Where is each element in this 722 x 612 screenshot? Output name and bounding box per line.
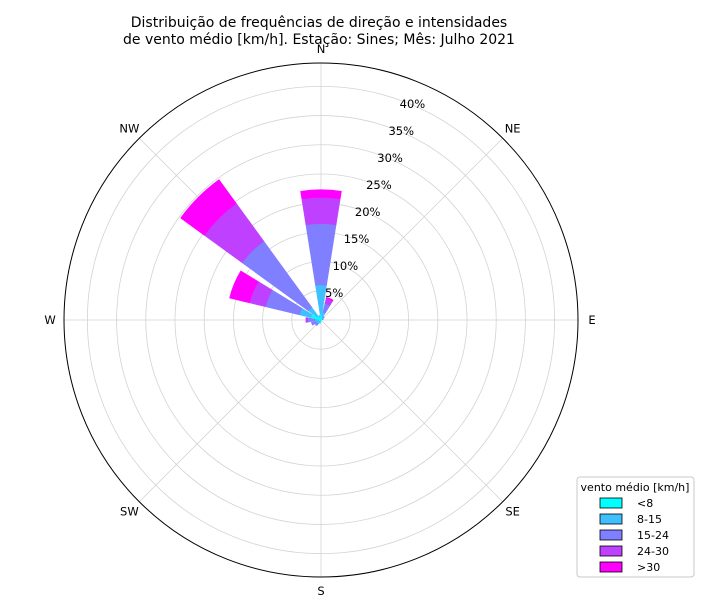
bar-ne-bin-2 <box>322 316 325 319</box>
legend-swatch-4 <box>599 561 623 573</box>
direction-label-e: E <box>588 313 595 327</box>
bar-wnw-bin-4 <box>229 270 259 304</box>
legend-label-3: 24-30 <box>637 545 669 558</box>
bar-nw-bin-4 <box>180 179 237 236</box>
legend-swatch-0 <box>599 497 623 509</box>
bar-nne-bin-4 <box>325 296 334 302</box>
legend-title: vento médio [km/h] <box>581 481 690 494</box>
grid-spoke-sw <box>138 319 322 503</box>
radial-tick-label-35: 35% <box>388 124 414 138</box>
direction-label-ne: NE <box>505 121 521 135</box>
legend-label-1: 8-15 <box>637 513 662 526</box>
legend-swatch-1 <box>599 513 623 525</box>
bar-n-bin-2 <box>305 223 337 286</box>
chart-title: Distribuição de frequências de direção e… <box>123 15 515 48</box>
radial-tick-label-15: 15% <box>344 232 370 246</box>
outer-circle <box>63 62 579 578</box>
polar-grid <box>64 63 578 577</box>
direction-label-w: W <box>44 313 55 327</box>
bar-nnw-bin-1 <box>318 315 321 318</box>
legend: vento médio [km/h] <8 8-15 15-24 24-30 >30 <box>576 476 695 578</box>
direction-label-se: SE <box>505 505 520 519</box>
grid-spoke-se <box>320 319 504 503</box>
wind-rose-bars <box>180 179 342 327</box>
direction-labels: N NE E SE S SW W NW <box>44 42 595 598</box>
radial-tick-label-30: 30% <box>377 151 403 165</box>
legend-label-2: 15-24 <box>637 529 669 542</box>
direction-label-n: N <box>317 42 326 56</box>
chart-title-line-1: Distribuição de frequências de direção e… <box>131 15 507 31</box>
radial-tick-label-10: 10% <box>333 259 359 273</box>
chart-title-line-2: de vento médio [km/h]. Estação: Sines; M… <box>123 32 515 48</box>
radial-tick-label-25: 25% <box>366 178 392 192</box>
bar-wsw-bin-2 <box>310 320 317 326</box>
direction-label-sw: SW <box>120 505 139 519</box>
radial-tick-label-40: 40% <box>400 97 426 111</box>
direction-label-s: S <box>317 584 324 598</box>
legend-swatch-3 <box>599 545 623 557</box>
grid-spoke-ne <box>320 137 504 321</box>
legend-items: <8 8-15 15-24 24-30 >30 <box>599 497 669 574</box>
bar-w-bin-3 <box>305 317 309 323</box>
bar-sw-bin-2 <box>314 322 319 327</box>
polar-frame <box>63 62 579 578</box>
bar-ene-bin-2 <box>322 318 324 320</box>
legend-swatch-2 <box>599 529 623 541</box>
radial-tick-label-20: 20% <box>355 205 381 219</box>
radial-tick-label-5: 5% <box>325 286 343 300</box>
radial-tick-labels: 5% 10% 15% 20% 25% 30% 35% 40% <box>325 97 425 300</box>
direction-label-nw: NW <box>119 121 139 135</box>
bar-n-bin-4 <box>300 189 342 200</box>
legend-label-0: <8 <box>637 497 653 510</box>
legend-label-4: >30 <box>637 561 660 574</box>
bar-n-bin-3 <box>301 197 341 226</box>
